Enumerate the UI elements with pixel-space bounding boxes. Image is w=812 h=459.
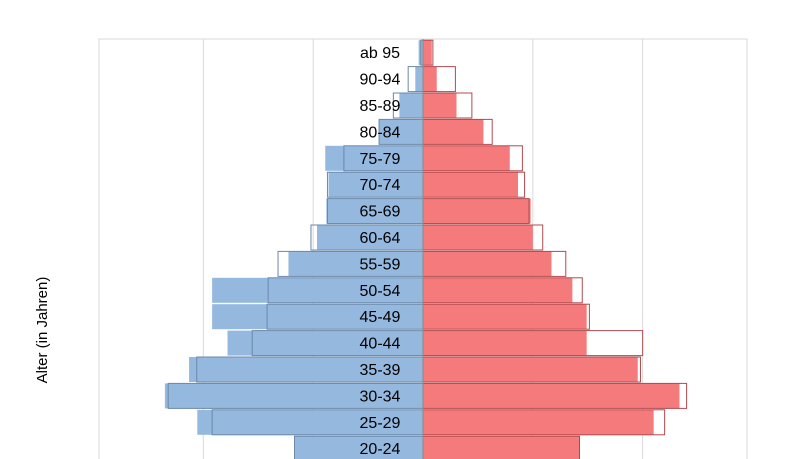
bar-left-65-69 bbox=[326, 198, 423, 224]
bar-left-60-64 bbox=[317, 225, 423, 250]
age-label: 20-24 bbox=[360, 441, 401, 458]
bar-right-ab 95 bbox=[423, 40, 432, 66]
age-label: 70-74 bbox=[360, 177, 401, 194]
age-label: 65-69 bbox=[360, 204, 401, 221]
age-label: ab 95 bbox=[360, 45, 400, 62]
age-label: 25-29 bbox=[360, 415, 401, 432]
bar-right-60-64 bbox=[423, 225, 533, 250]
age-labels: ab 95 90-94 85-89 80-84 75-79 70-74 65-69 60-64… bbox=[360, 45, 401, 458]
bar-right-30-34 bbox=[423, 383, 680, 409]
bars bbox=[164, 39, 688, 459]
bar-right-25-29 bbox=[423, 409, 654, 435]
age-label: 80-84 bbox=[360, 124, 401, 141]
bar-left-80-84 bbox=[379, 119, 423, 145]
bar-right-75-79 bbox=[423, 145, 510, 171]
age-label: 90-94 bbox=[360, 72, 401, 89]
bar-right-65-69 bbox=[423, 198, 531, 224]
bar-left-70-74 bbox=[328, 172, 423, 198]
bar-left-30-34 bbox=[164, 383, 423, 409]
age-label: 30-34 bbox=[360, 388, 401, 405]
bar-left-45-49 bbox=[212, 304, 423, 330]
age-label: 45-49 bbox=[360, 309, 401, 326]
age-label: 55-59 bbox=[360, 256, 401, 273]
bar-right-90-94 bbox=[423, 66, 437, 92]
age-label: 85-89 bbox=[360, 98, 401, 115]
bar-left-90-94 bbox=[415, 66, 423, 92]
bar-right-35-39 bbox=[423, 357, 638, 382]
age-label: 60-64 bbox=[360, 230, 401, 247]
bar-right-50-54 bbox=[423, 277, 573, 303]
bar-right-20-24 bbox=[423, 436, 580, 459]
bar-right-55-59 bbox=[423, 251, 552, 277]
bar-left-25-29 bbox=[197, 409, 423, 435]
age-label: 40-44 bbox=[360, 336, 401, 353]
age-label: 50-54 bbox=[360, 283, 401, 300]
bar-left-50-54 bbox=[212, 277, 423, 303]
bar-right-85-89 bbox=[423, 93, 457, 118]
age-label: 35-39 bbox=[360, 362, 401, 379]
bar-right-70-74 bbox=[423, 172, 519, 198]
bar-left-75-79 bbox=[325, 145, 423, 171]
bar-left-35-39 bbox=[189, 357, 423, 382]
bar-left-40-44 bbox=[227, 330, 423, 356]
bar-left-20-24 bbox=[294, 436, 423, 459]
y-axis-label: Alter (in Jahren) bbox=[34, 276, 51, 384]
bar-right-80-84 bbox=[423, 119, 484, 145]
age-label: 75-79 bbox=[360, 151, 401, 168]
bar-left-55-59 bbox=[288, 251, 423, 277]
bar-right-40-44 bbox=[423, 330, 587, 356]
bar-left-85-89 bbox=[399, 93, 423, 118]
bar-right-45-49 bbox=[423, 304, 587, 330]
